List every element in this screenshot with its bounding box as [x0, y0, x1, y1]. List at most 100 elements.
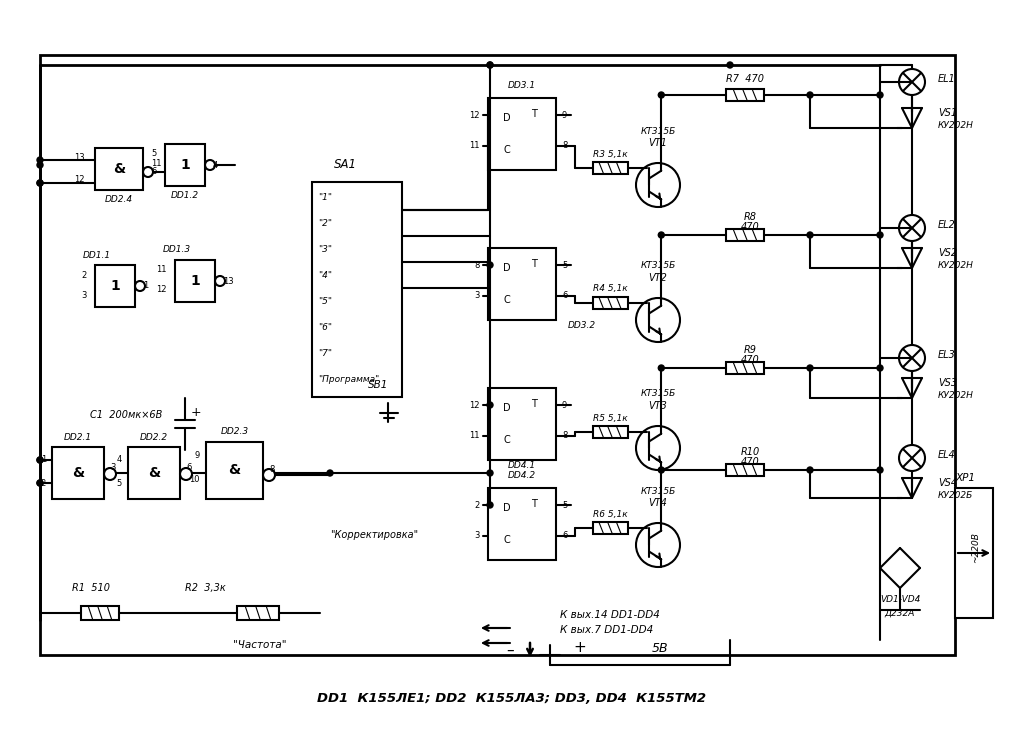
Bar — [175, 260, 215, 302]
Bar — [81, 606, 119, 620]
Text: 4: 4 — [213, 161, 218, 169]
Text: &: & — [228, 464, 241, 477]
Circle shape — [658, 365, 665, 371]
Circle shape — [877, 232, 883, 238]
Text: 1: 1 — [180, 158, 189, 172]
Circle shape — [487, 502, 493, 508]
Text: C: C — [504, 295, 510, 305]
Circle shape — [807, 467, 813, 473]
Text: 13: 13 — [223, 277, 233, 285]
Circle shape — [877, 365, 883, 371]
Bar — [95, 265, 135, 307]
Text: VT2: VT2 — [648, 273, 668, 283]
Text: 8: 8 — [562, 431, 567, 440]
Text: R1  510: R1 510 — [72, 583, 110, 593]
Text: SA1: SA1 — [334, 158, 356, 172]
Text: DD3.2: DD3.2 — [568, 320, 596, 329]
Text: DD4.2: DD4.2 — [508, 472, 536, 480]
Text: 5: 5 — [562, 501, 567, 510]
Circle shape — [487, 62, 493, 68]
Text: VD1-VD4: VD1-VD4 — [880, 596, 921, 604]
Text: 5: 5 — [117, 480, 122, 488]
Circle shape — [807, 365, 813, 371]
Text: VT1: VT1 — [648, 138, 668, 148]
Bar — [593, 297, 628, 309]
Text: R5 5,1к: R5 5,1к — [593, 413, 628, 423]
Text: T: T — [531, 399, 538, 409]
Text: 3: 3 — [475, 291, 480, 301]
Text: R8: R8 — [743, 212, 757, 222]
Text: EL1: EL1 — [938, 74, 955, 84]
Circle shape — [807, 232, 813, 238]
Circle shape — [37, 457, 43, 463]
Bar — [312, 182, 402, 397]
Bar — [726, 362, 764, 374]
Text: EL3: EL3 — [938, 350, 955, 360]
Bar — [593, 162, 628, 174]
Text: R2  3,3к: R2 3,3к — [185, 583, 225, 593]
Text: 12: 12 — [469, 110, 480, 120]
Text: 11: 11 — [469, 431, 480, 440]
Text: "5": "5" — [318, 298, 332, 307]
Bar — [726, 89, 764, 101]
Text: "4": "4" — [318, 272, 332, 280]
Bar — [593, 522, 628, 534]
Circle shape — [807, 92, 813, 98]
Text: "Программа": "Программа" — [318, 375, 379, 385]
Text: КУ202Н: КУ202Н — [938, 391, 974, 401]
Text: 470: 470 — [740, 457, 760, 467]
Text: 9: 9 — [562, 110, 567, 120]
Text: DD1  К155ЛЕ1; DD2  К155ЛА3; DD3, DD4  К155ТМ2: DD1 К155ЛЕ1; DD2 К155ЛА3; DD3, DD4 К155Т… — [317, 691, 707, 704]
Circle shape — [658, 92, 665, 98]
Text: R10: R10 — [740, 447, 760, 457]
Text: EL4: EL4 — [938, 450, 955, 460]
Bar — [726, 229, 764, 241]
Text: R7  470: R7 470 — [726, 74, 764, 84]
Circle shape — [487, 402, 493, 408]
Text: 8: 8 — [475, 261, 480, 269]
Text: +: + — [573, 640, 587, 656]
Text: 11: 11 — [157, 266, 167, 274]
Text: R6 5,1к: R6 5,1к — [593, 510, 628, 518]
Circle shape — [37, 157, 43, 163]
Text: 2: 2 — [41, 480, 46, 488]
Circle shape — [487, 470, 493, 476]
Text: –: – — [506, 642, 514, 658]
Bar — [488, 98, 556, 170]
Text: T: T — [531, 259, 538, 269]
Text: 9: 9 — [195, 450, 200, 459]
Bar — [955, 488, 993, 618]
Bar — [237, 606, 279, 620]
Text: 6: 6 — [186, 463, 191, 472]
Bar — [40, 55, 955, 655]
Text: 1: 1 — [41, 456, 46, 464]
Text: 1: 1 — [111, 279, 120, 293]
Text: C: C — [504, 145, 510, 155]
Circle shape — [727, 62, 733, 68]
Text: 6: 6 — [562, 291, 567, 301]
Text: 470: 470 — [740, 222, 760, 232]
Circle shape — [487, 262, 493, 268]
Text: 5: 5 — [152, 150, 157, 158]
Text: DD1.3: DD1.3 — [163, 245, 191, 255]
Text: 12: 12 — [469, 401, 480, 410]
Bar — [128, 447, 180, 499]
Text: 5В: 5В — [651, 642, 669, 655]
Text: 3: 3 — [475, 531, 480, 540]
Text: DD1.2: DD1.2 — [171, 191, 199, 201]
Text: 6: 6 — [152, 167, 157, 177]
Text: 13: 13 — [75, 153, 85, 163]
Text: R3 5,1к: R3 5,1к — [593, 150, 628, 158]
Text: T: T — [531, 109, 538, 119]
Text: VS1: VS1 — [938, 108, 957, 118]
Text: SB1: SB1 — [368, 380, 388, 390]
Text: VS2: VS2 — [938, 248, 957, 258]
Text: VS3: VS3 — [938, 378, 957, 388]
Text: "3": "3" — [318, 245, 332, 255]
Text: DD3.1: DD3.1 — [508, 82, 536, 91]
Text: T: T — [531, 499, 538, 509]
Circle shape — [658, 467, 665, 473]
Text: XP1: XP1 — [955, 473, 975, 483]
Text: 5: 5 — [562, 261, 567, 269]
Text: "2": "2" — [318, 220, 332, 228]
